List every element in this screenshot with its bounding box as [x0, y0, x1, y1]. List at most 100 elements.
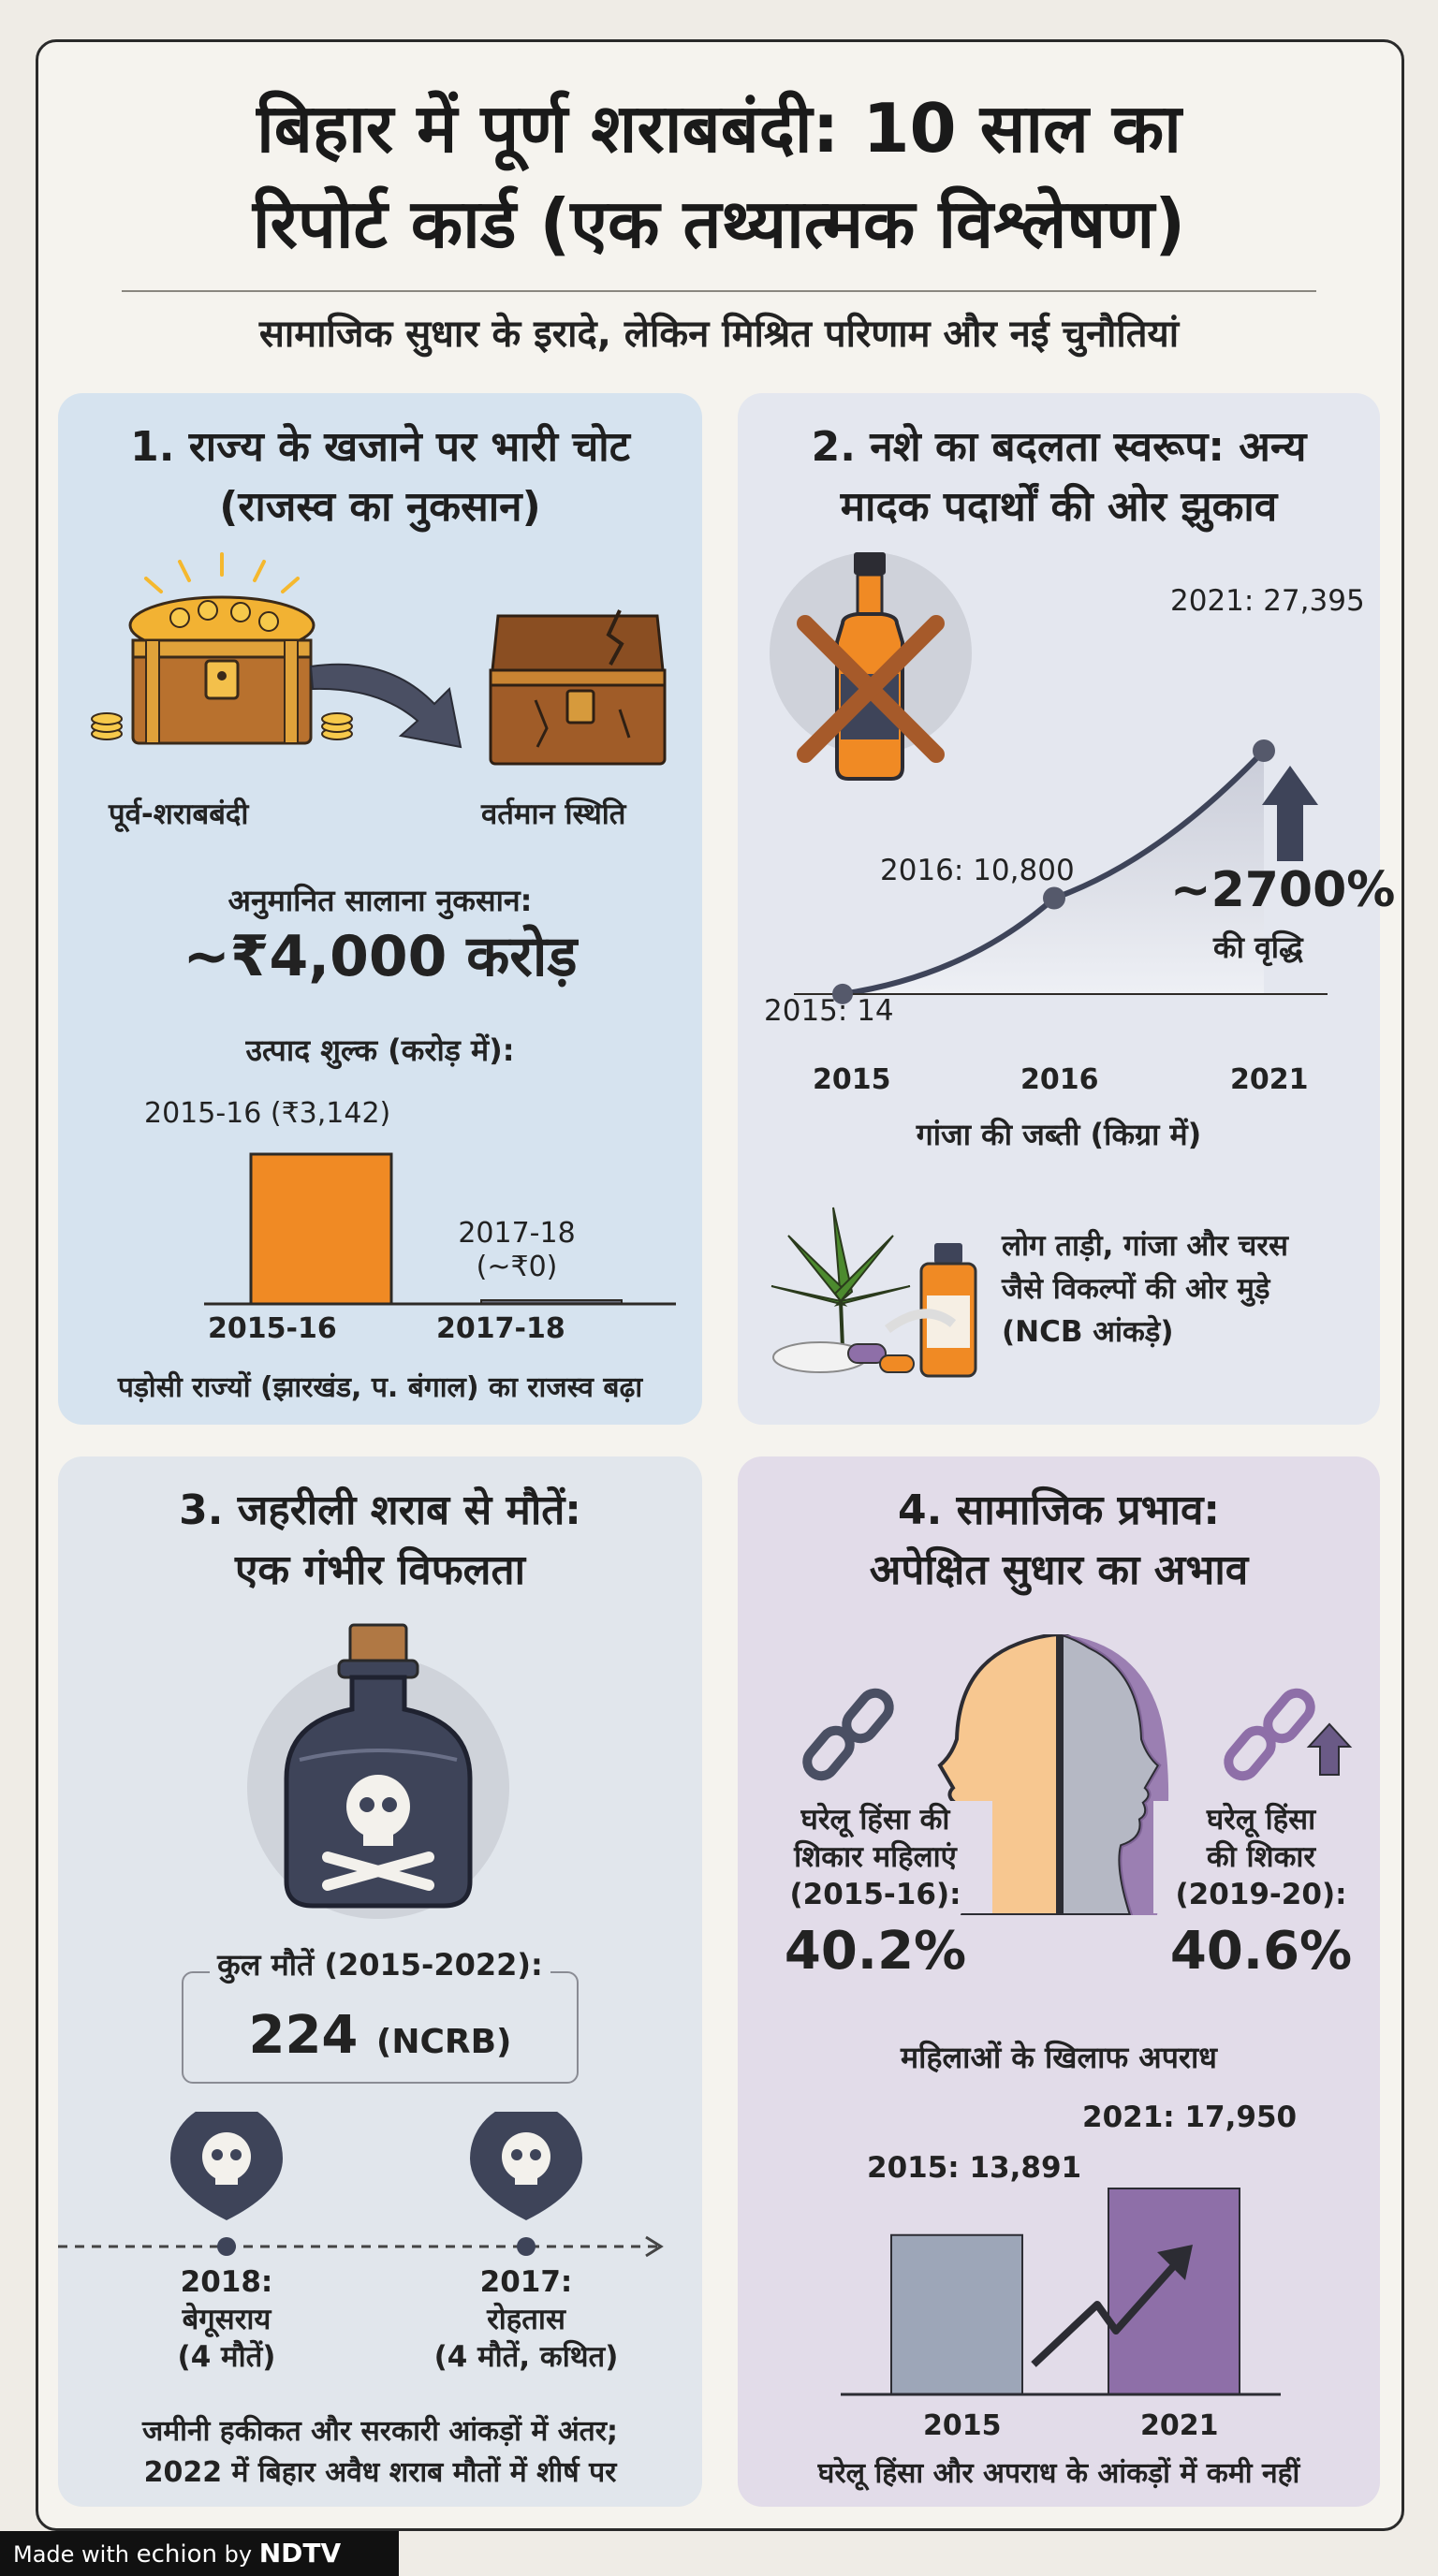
panel3-title-line-1: 3. जहरीली शराब से मौतें:: [179, 1486, 581, 1534]
panel-social-impact: 4. सामाजिक प्रभाव: अपेक्षित सुधार का अभा…: [738, 1456, 1380, 2507]
panel-revenue-loss: 1. राज्य के खजाने पर भारी चोट (राजस्व का…: [58, 393, 702, 1425]
growth-up-arrow-icon: [1262, 766, 1318, 861]
footer-brand: echion: [136, 2540, 217, 2569]
dv-2019-20-line-2: की शिकार: [1206, 1840, 1316, 1874]
dv-2015-16-line-3: (2015-16):: [789, 1878, 961, 1911]
broken-chain-left-icon: [802, 1688, 894, 1781]
trend-up-arrow-icon: [1031, 2259, 1181, 2367]
bar-label-2017-18-year: 2017-18: [458, 1217, 576, 1250]
growth-label: की वृद्धि: [1213, 929, 1303, 965]
panel1-title-line-1: 1. राज्य के खजाने पर भारी चोट: [130, 423, 630, 471]
crime-bar-2015: [890, 2233, 1023, 2396]
ganja-point-2021: [1253, 739, 1275, 762]
point-label-2021: 2021: 27,395: [1170, 584, 1365, 618]
deaths-timeline: [58, 2112, 664, 2258]
crime-category-2021: 2021: [1140, 2409, 1219, 2442]
point-label-2015: 2015: 14: [764, 994, 894, 1028]
panel2-title-line-1: 2. नशे का बदलता स्वरूप: अन्य: [811, 423, 1307, 471]
ganja-point-2016: [1043, 886, 1065, 910]
panel3-footnote-line-1: जमीनी हकीकत और सरकारी आंकड़ों में अंतर;: [141, 2415, 619, 2448]
drug-shift-note-line-3: (NCB आंकड़े): [1002, 1315, 1174, 1349]
annual-loss-value: ~₹4,000 करोड़: [183, 924, 578, 989]
drug-shift-note-line-1: लोग ताड़ी, गांजा और चरस: [1002, 1229, 1288, 1263]
event-rohtas-deaths: (4 मौतें, कथित): [433, 2340, 619, 2374]
women-faces-illustration: [802, 1634, 1353, 1915]
bar-label-2015-16: 2015-16 (₹3,142): [144, 1097, 391, 1130]
x-tick-2015: 2015: [813, 1063, 891, 1096]
panel4-title-line-1: 4. सामाजिक प्रभाव:: [897, 1486, 1221, 1534]
panel-hooch-deaths: 3. जहरीली शराब से मौतें: एक गंभीर विफलता…: [58, 1456, 702, 2507]
footer-ndtv-logo: NDTV: [258, 2538, 342, 2569]
panel4-title: 4. सामाजिक प्रभाव: अपेक्षित सुधार का अभा…: [738, 1481, 1380, 1601]
point-label-2016: 2016: 10,800: [880, 854, 1075, 887]
title-divider: [122, 290, 1316, 292]
dv-2015-16-line-2: शिकार महिलाएं: [794, 1840, 957, 1874]
panel3-footnote: जमीनी हकीकत और सरकारी आंकड़ों में अंतर; …: [58, 2411, 702, 2494]
drug-shift-note: लोग ताड़ी, गांजा और चरस जैसे विकल्पों की…: [1002, 1224, 1288, 1354]
total-deaths-source: (NCRB): [375, 2023, 512, 2061]
bar-label-2017-18-value: (~₹0): [476, 1251, 558, 1283]
title-line-1: बिहार में पूर्ण शराबबंदी: 10 साल का: [257, 89, 1181, 168]
total-deaths-label: कुल मौतें (2015-2022):: [182, 1943, 579, 1986]
title-line-2: रिपोर्ट कार्ड (एक तथ्यात्मक विश्लेषण): [252, 184, 1186, 263]
bar-label-2017-18: 2017-18 (~₹0): [423, 1217, 610, 1284]
dv-2015-16-line-1: घरेलू हिंसा की: [800, 1803, 950, 1837]
crime-chart-title: महिलाओं के खिलाफ अपराध: [901, 2040, 1217, 2075]
page-title: बिहार में पूर्ण शराबबंदी: 10 साल का रिपो…: [56, 80, 1382, 271]
ganja-point-2015: [832, 983, 853, 1004]
footer-credit: Made with echion by NDTV: [0, 2531, 399, 2576]
event-begusarai-place: बेगूसराय: [182, 2303, 271, 2336]
x-tick-2021: 2021: [1230, 1063, 1309, 1096]
panel2-title-line-2: मादक पदार्थों की ओर झुकाव: [840, 483, 1278, 531]
ganja-axis-title: गांजा की जब्ती (किग्रा में): [916, 1117, 1202, 1152]
event-rohtas: 2017: रोहतास (4 मौतें, कथित): [395, 2263, 657, 2376]
x-tick-2016: 2016: [1020, 1063, 1099, 1096]
growth-value: ~2700%: [1170, 862, 1396, 918]
footer-by: by: [224, 2541, 253, 2568]
event-rohtas-place: रोहतास: [487, 2303, 565, 2336]
crime-bar-label-2015: 2015: 13,891: [867, 2151, 1082, 2185]
panel2-title: 2. नशे का बदलता स्वरूप: अन्य मादक पदार्थ…: [738, 417, 1380, 537]
event-begusarai: 2018: बेगूसराय (4 मौतें): [114, 2263, 339, 2376]
page-subtitle: सामाजिक सुधार के इरादे, लेकिन मिश्रित पर…: [258, 313, 1180, 356]
current-status-label: वर्तमान स्थिति: [481, 798, 626, 831]
excise-chart-title: उत्पाद शुल्क (करोड़ में):: [245, 1032, 515, 1068]
drug-shift-note-line-2: जैसे विकल्पों की ओर मुड़े: [1002, 1272, 1270, 1306]
crime-bar-2021: [1108, 2188, 1240, 2395]
panel1-title-line-2: (राजस्व का नुकसान): [219, 483, 541, 531]
crossed-liquor-bottle-icon: [770, 552, 972, 781]
event-rohtas-year: 2017:: [479, 2265, 573, 2299]
cannabis-and-drugs-icon: [770, 1207, 977, 1378]
panel4-title-line-2: अपेक्षित सुधार का अभाव: [869, 1546, 1249, 1594]
poison-bottle-icon: [247, 1623, 509, 1919]
dv-2015-16-label: घरेलू हिंसा की शिकार महिलाएं (2015-16):: [758, 1801, 992, 1913]
total-deaths-value: 224: [248, 2005, 359, 2066]
increase-arrow-icon: [1306, 1722, 1353, 1776]
panel3-title-line-2: एक गंभीर विफलता: [235, 1546, 525, 1594]
crime-bar-chart: [841, 2188, 1281, 2396]
skull-marker-2017-icon: [470, 2112, 582, 2256]
pre-prohibition-label: पूर्व-शराबबंदी: [109, 798, 249, 831]
footer-made-with: Made with: [13, 2541, 129, 2568]
crime-bar-label-2021: 2021: 17,950: [1082, 2100, 1298, 2134]
panel3-footnote-line-2: 2022 में बिहार अवैध शराब मौतों में शीर्ष…: [143, 2456, 617, 2489]
broken-chain-right-icon: [1224, 1688, 1315, 1781]
event-begusarai-deaths: (4 मौतें): [177, 2340, 276, 2374]
ganja-seizure-chart: [770, 552, 1328, 1004]
dv-2015-16-value: 40.2%: [784, 1921, 967, 1982]
empty-treasure-chest-icon: [489, 609, 667, 766]
panel1-footnote: पड़ोसी राज्यों (झारखंड, प. बंगाल) का राज…: [117, 1371, 643, 1404]
dv-2019-20-line-3: (2019-20):: [1175, 1878, 1347, 1911]
total-deaths-value-row: 224 (NCRB): [182, 2005, 579, 2073]
full-treasure-chest-icon: [91, 552, 353, 745]
excise-bar-2015-16: [249, 1152, 393, 1306]
panel4-footnote: घरेलू हिंसा और अपराध के आंकड़ों में कमी …: [817, 2457, 1300, 2490]
event-begusarai-year: 2018:: [180, 2265, 273, 2299]
decline-arrow-icon: [309, 663, 462, 749]
skull-marker-2018-icon: [170, 2112, 283, 2256]
crime-category-2015: 2015: [923, 2409, 1002, 2442]
panel3-title: 3. जहरीली शराब से मौतें: एक गंभीर विफलता: [58, 1481, 702, 1601]
excise-category-2017-18: 2017-18: [436, 1312, 565, 1345]
panel-drug-shift: 2. नशे का बदलता स्वरूप: अन्य मादक पदार्थ…: [738, 393, 1395, 1425]
total-deaths-label-text: कुल मौतें (2015-2022):: [210, 1947, 550, 1983]
